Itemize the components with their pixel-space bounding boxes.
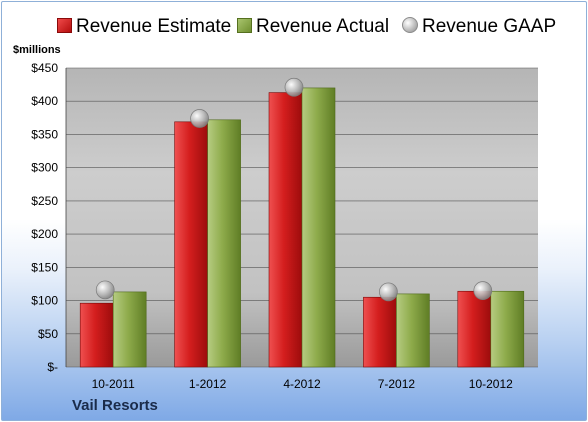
bar-revenue-estimate bbox=[363, 296, 397, 368]
gaap-markers bbox=[95, 77, 493, 302]
y-tick-label: $300 bbox=[31, 161, 58, 175]
company-name: Vail Resorts bbox=[72, 397, 158, 414]
y-tick-label: $150 bbox=[31, 260, 58, 274]
bar-revenue-actual bbox=[207, 119, 241, 368]
x-axis-ticks: 10-2011 1-2012 4-2012 7-2012 10-2012 bbox=[92, 377, 514, 391]
point-revenue-gaap bbox=[284, 77, 304, 97]
legend-item-revenue-estimate: Revenue Estimate bbox=[57, 16, 231, 38]
legend: Revenue Estimate Revenue Actual Revenue … bbox=[0, 12, 588, 42]
y-axis-ticks: $- $50 $100 $150 $200 $250 $300 $350 $400 $450 bbox=[31, 61, 58, 374]
y-tick-label: $350 bbox=[31, 127, 58, 141]
x-tick-label: 10-2012 bbox=[469, 377, 513, 391]
legend-swatch-revenue-actual bbox=[237, 18, 252, 33]
y-tick-label: $450 bbox=[31, 61, 58, 75]
legend-item-revenue-gaap: Revenue GAAP bbox=[402, 16, 556, 38]
legend-swatch-revenue-gaap bbox=[402, 17, 418, 33]
bar-revenue-actual bbox=[112, 291, 147, 368]
point-revenue-gaap bbox=[379, 282, 398, 302]
legend-swatch-revenue-estimate bbox=[57, 18, 72, 33]
bars bbox=[79, 87, 525, 368]
point-revenue-gaap bbox=[190, 109, 209, 128]
bar-revenue-actual bbox=[396, 293, 430, 368]
point-revenue-gaap bbox=[473, 281, 493, 300]
y-axis-unit-label: $millions bbox=[13, 44, 61, 56]
legend-label-revenue-actual: Revenue Actual bbox=[256, 16, 390, 37]
y-tick-label: $400 bbox=[31, 94, 58, 108]
y-tick-label: $50 bbox=[38, 327, 58, 341]
x-tick-label: 10-2011 bbox=[92, 377, 135, 391]
y-tick-label: $250 bbox=[31, 194, 58, 208]
bar-revenue-actual bbox=[490, 290, 525, 368]
bar-revenue-estimate bbox=[174, 121, 208, 368]
bar-revenue-actual bbox=[301, 87, 336, 368]
y-tick-label: $200 bbox=[31, 227, 58, 241]
bar-revenue-estimate bbox=[268, 92, 303, 368]
legend-item-revenue-actual: Revenue Actual bbox=[237, 16, 389, 38]
bar-revenue-estimate bbox=[457, 290, 492, 368]
legend-label-revenue-estimate: Revenue Estimate bbox=[76, 16, 232, 37]
point-revenue-gaap bbox=[95, 280, 115, 300]
x-tick-label: 4-2012 bbox=[283, 377, 321, 391]
legend-label-revenue-gaap: Revenue GAAP bbox=[422, 16, 557, 37]
x-tick-label: 1-2012 bbox=[189, 377, 227, 391]
x-tick-label: 7-2012 bbox=[378, 377, 416, 391]
bar-revenue-estimate bbox=[79, 302, 114, 368]
y-tick-label: $100 bbox=[31, 294, 58, 308]
y-tick-label: $- bbox=[47, 360, 58, 374]
